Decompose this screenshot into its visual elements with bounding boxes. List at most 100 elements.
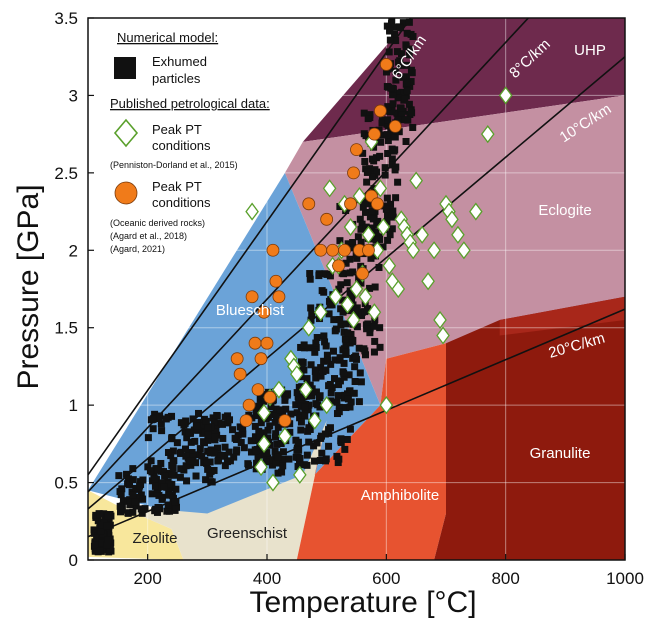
particle-marker [274,469,282,477]
particle-marker [185,429,193,437]
particle-marker [355,398,363,406]
particle-marker [307,304,315,312]
particle-marker [384,236,392,244]
particle-marker [364,115,372,123]
particle-marker [206,449,214,457]
particle-marker [244,461,252,469]
particle-marker [362,208,370,216]
particle-marker [405,100,413,108]
particle-marker [129,476,137,484]
pd-marker [301,318,316,337]
particle-marker [129,491,137,499]
particle-marker [297,426,305,434]
particle-marker [361,199,369,207]
agard-marker [314,243,328,257]
x-axis-label: Temperature [°C] [249,586,476,619]
particle-marker [373,168,381,176]
particle-marker [104,536,112,544]
pd-marker [421,272,435,291]
pd-marker [322,179,337,198]
particle-marker [161,472,169,480]
particle-marker [360,109,368,117]
y-tick-label: 2 [69,241,78,260]
particle-marker [147,457,155,465]
particle-marker [116,502,124,510]
particle-marker [203,459,211,467]
particle-marker [209,414,217,422]
particle-marker [342,320,350,328]
particle-marker [340,328,348,336]
particle-marker [361,158,369,166]
particle-marker [96,510,104,518]
particle-marker [351,378,359,386]
particle-marker [402,43,410,51]
agard-marker [344,197,357,211]
particle-marker [151,482,159,490]
particle-marker [317,434,325,442]
particle-marker [293,389,301,397]
particle-marker [276,406,284,414]
pd-marker [427,241,441,260]
pd-marker [254,458,268,477]
particle-marker [134,495,142,503]
y-tick-label: 1 [69,396,78,415]
pd-marker [343,217,358,237]
particle-marker [342,348,350,356]
particle-marker [92,511,100,519]
particle-marker [247,437,255,445]
legend-petro-heading: Published petrological data: [110,96,270,111]
particle-marker [297,418,305,426]
particle-marker [296,414,304,422]
particle-marker [176,473,184,481]
particle-marker [381,171,389,179]
agard-marker [245,290,259,304]
particle-marker [182,445,190,453]
particle-marker [206,470,214,478]
particle-marker [263,449,271,457]
particle-marker [251,422,259,430]
legend-ag-line2: conditions [152,195,211,210]
particle-marker [363,305,371,313]
pd-marker [272,380,286,399]
facies-amphibolite [296,343,446,560]
particle-marker [322,457,330,465]
particle-marker [260,391,268,399]
particle-marker [296,454,304,462]
particle-marker [368,207,376,215]
particle-marker [394,178,402,186]
particle-marker [345,371,353,379]
legend-ag-ref2: (Agard et al., 2018) [110,231,187,241]
particle-marker [189,453,197,461]
pd-marker [358,287,373,306]
particle-marker [403,29,411,37]
particle-marker [256,432,264,440]
legend: Numerical model: Exhumed particles Publi… [110,30,270,254]
particle-marker [204,431,212,439]
particle-marker [301,403,309,411]
particle-marker [151,475,159,483]
pd-marker [367,303,382,322]
particle-marker [272,405,280,413]
particle-marker [391,23,399,31]
particle-marker [231,434,239,442]
particle-marker [306,270,314,278]
particle-marker [325,382,333,390]
particle-marker [338,269,346,277]
particle-marker [272,412,280,420]
agard-marker [326,243,340,257]
particle-marker [188,449,196,457]
particle-marker [137,505,145,513]
y-axis-label: Pressure [GPa] [12,184,45,389]
agard-marker [242,398,256,412]
particle-marker [141,505,149,513]
particle-marker [373,221,381,229]
agard-marker [230,352,244,366]
agard-marker [356,267,369,280]
particle-marker [279,462,287,470]
particle-marker [172,503,180,511]
particle-marker [254,412,262,420]
particle-marker [297,343,305,351]
particle-marker [182,452,190,460]
agard-marker [362,243,375,257]
